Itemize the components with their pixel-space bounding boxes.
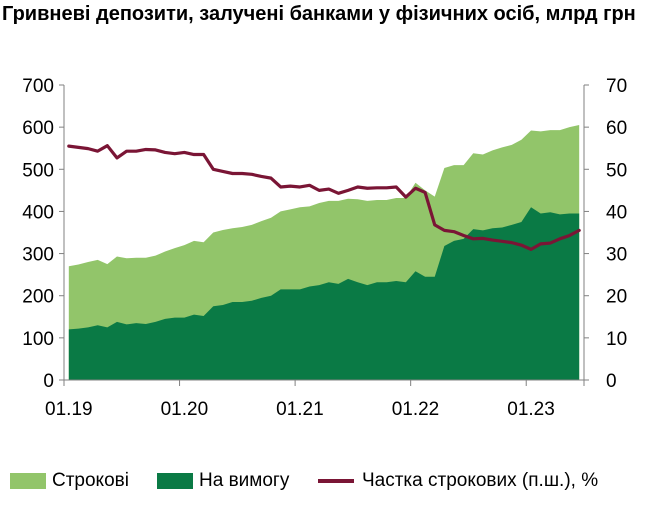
y-right-tick-label: 20 bbox=[606, 287, 627, 308]
legend-label-term: Строкові bbox=[52, 470, 129, 491]
y-right-tick-label: 30 bbox=[606, 245, 627, 266]
legend-item-share: Частка строкових (п.ш.), % bbox=[318, 466, 598, 496]
y-right-tick-label: 50 bbox=[606, 160, 627, 181]
x-tick-label: 01.21 bbox=[276, 399, 324, 420]
x-tick-label: 01.23 bbox=[507, 399, 555, 420]
y-right-tick-label: 40 bbox=[606, 202, 627, 223]
y-right-tick-label: 10 bbox=[606, 329, 627, 350]
legend: Строкові На вимогу Частка строкових (п.ш… bbox=[0, 466, 659, 496]
chart-title: Гривневі депозити, залучені банками у фі… bbox=[2, 3, 636, 25]
area-demand bbox=[68, 207, 580, 380]
y-left-tick-label: 500 bbox=[22, 160, 54, 181]
x-tick-label: 01.22 bbox=[392, 399, 440, 420]
chart-svg: 0 100 200 300 400 500 600 700 0 10 20 30 40 50 60 70 01.… bbox=[22, 76, 627, 420]
legend-label-demand: На вимогу bbox=[199, 470, 290, 491]
y-left-tick-label: 600 bbox=[22, 118, 54, 139]
y-right-tick-label: 60 bbox=[606, 118, 627, 139]
x-tick-label: 01.20 bbox=[161, 399, 209, 420]
line-share bbox=[67, 144, 581, 251]
y-right-tick-label: 70 bbox=[606, 76, 627, 97]
legend-label-share: Частка строкових (п.ш.), % bbox=[362, 470, 599, 491]
y-left-tick-label: 200 bbox=[22, 287, 54, 308]
legend-swatch-demand bbox=[157, 473, 193, 489]
y-right-tick-label: 0 bbox=[606, 371, 617, 392]
y-left-tick-label: 400 bbox=[22, 202, 54, 223]
y-left-tick-label: 300 bbox=[22, 245, 54, 266]
legend-item-demand: На вимогу bbox=[157, 466, 289, 496]
y-left-tick-label: 700 bbox=[22, 76, 54, 97]
legend-item-term: Строкові bbox=[10, 466, 129, 496]
y-left-tick-label: 0 bbox=[43, 371, 54, 392]
legend-swatch-share bbox=[318, 479, 354, 483]
x-tick-label: 01.19 bbox=[45, 399, 93, 420]
legend-swatch-term bbox=[10, 473, 46, 489]
y-left-tick-label: 100 bbox=[22, 329, 54, 350]
